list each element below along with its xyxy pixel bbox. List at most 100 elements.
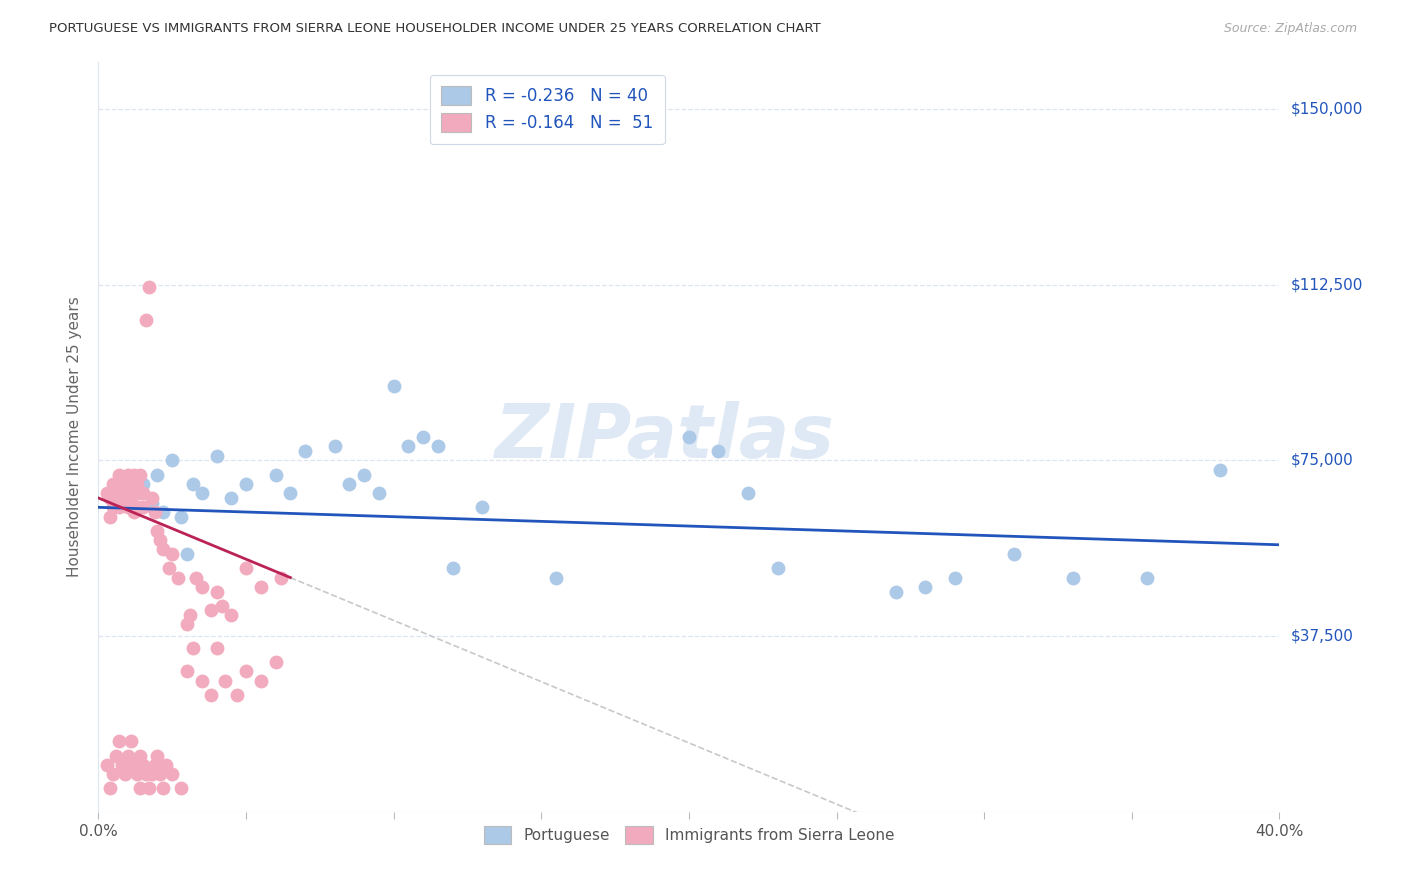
- Text: $75,000: $75,000: [1291, 453, 1354, 468]
- Point: [103, 476, 125, 491]
- Point: [122, 486, 145, 500]
- Point: [132, 476, 155, 491]
- Point: [1209, 463, 1232, 477]
- Point: [120, 734, 142, 748]
- Point: [678, 430, 700, 444]
- Point: [122, 758, 145, 772]
- Point: [280, 486, 302, 500]
- Point: [138, 781, 160, 796]
- Point: [149, 533, 172, 547]
- Point: [1062, 571, 1084, 585]
- Text: ZIPatlas: ZIPatlas: [495, 401, 835, 474]
- Point: [184, 571, 207, 585]
- Point: [103, 486, 125, 500]
- Point: [120, 476, 142, 491]
- Point: [108, 467, 131, 482]
- Point: [205, 449, 228, 463]
- Point: [176, 664, 198, 679]
- Point: [117, 486, 139, 500]
- Point: [108, 486, 131, 500]
- Point: [125, 476, 148, 491]
- Point: [141, 491, 163, 505]
- Point: [235, 476, 257, 491]
- Point: [146, 467, 169, 482]
- Point: [179, 608, 201, 623]
- Point: [200, 688, 222, 702]
- Point: [108, 500, 131, 515]
- Point: [943, 571, 966, 585]
- Point: [98, 781, 121, 796]
- Point: [146, 524, 169, 538]
- Point: [205, 584, 228, 599]
- Point: [250, 580, 273, 594]
- Point: [1136, 571, 1159, 585]
- Point: [111, 482, 134, 496]
- Point: [128, 748, 150, 763]
- Point: [221, 491, 243, 505]
- Point: [226, 688, 249, 702]
- Point: [125, 500, 148, 515]
- Point: [176, 547, 198, 561]
- Point: [191, 673, 214, 688]
- Point: [200, 603, 222, 617]
- Point: [235, 664, 257, 679]
- Legend: Portuguese, Immigrants from Sierra Leone: Portuguese, Immigrants from Sierra Leone: [474, 817, 904, 853]
- Point: [135, 313, 157, 327]
- Point: [96, 758, 118, 772]
- Point: [135, 767, 157, 781]
- Point: [155, 758, 177, 772]
- Point: [111, 496, 134, 510]
- Point: [191, 580, 214, 594]
- Point: [412, 430, 434, 444]
- Point: [914, 580, 936, 594]
- Point: [143, 758, 166, 772]
- Point: [162, 453, 183, 467]
- Point: [250, 673, 273, 688]
- Point: [214, 673, 236, 688]
- Point: [132, 486, 155, 500]
- Point: [152, 781, 174, 796]
- Point: [128, 486, 150, 500]
- Point: [264, 467, 287, 482]
- Point: [162, 547, 183, 561]
- Point: [382, 378, 405, 392]
- Point: [211, 599, 233, 613]
- Text: Source: ZipAtlas.com: Source: ZipAtlas.com: [1223, 22, 1357, 36]
- Point: [103, 500, 125, 515]
- Point: [157, 561, 180, 575]
- Point: [122, 500, 145, 515]
- Point: [111, 472, 134, 486]
- Point: [103, 767, 125, 781]
- Point: [122, 505, 145, 519]
- Point: [122, 467, 145, 482]
- Point: [146, 748, 169, 763]
- Point: [105, 491, 128, 505]
- Point: [120, 491, 142, 505]
- Point: [132, 500, 155, 515]
- Point: [353, 467, 375, 482]
- Point: [114, 767, 136, 781]
- Point: [114, 476, 136, 491]
- Text: $150,000: $150,000: [1291, 102, 1362, 117]
- Point: [471, 500, 494, 515]
- Point: [96, 486, 118, 500]
- Point: [128, 467, 150, 482]
- Point: [181, 476, 204, 491]
- Point: [117, 500, 139, 515]
- Point: [170, 781, 193, 796]
- Point: [149, 767, 172, 781]
- Y-axis label: Householder Income Under 25 years: Householder Income Under 25 years: [67, 297, 83, 577]
- Point: [339, 476, 361, 491]
- Point: [368, 486, 391, 500]
- Point: [162, 767, 183, 781]
- Point: [132, 758, 155, 772]
- Point: [170, 509, 193, 524]
- Point: [264, 655, 287, 669]
- Text: $37,500: $37,500: [1291, 629, 1354, 644]
- Text: $112,500: $112,500: [1291, 277, 1362, 293]
- Point: [181, 640, 204, 655]
- Point: [138, 280, 160, 294]
- Point: [441, 561, 464, 575]
- Point: [114, 491, 136, 505]
- Point: [152, 505, 174, 519]
